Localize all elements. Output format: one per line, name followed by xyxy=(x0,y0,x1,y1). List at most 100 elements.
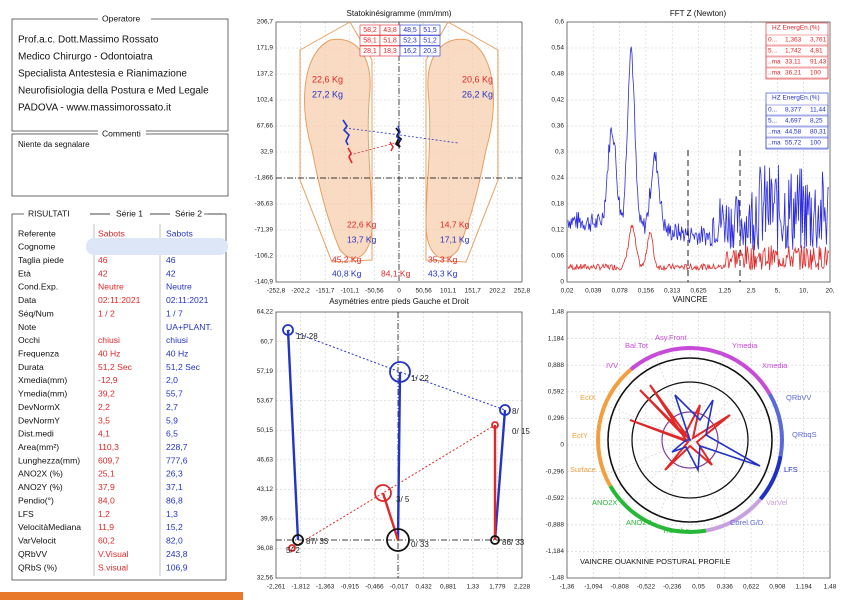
point-label: 0/ 15 xyxy=(512,427,530,436)
chart-title: Statokinésigramme (mm/mm) xyxy=(347,9,452,18)
row-label: Taglia piede xyxy=(18,255,64,265)
value-cell xyxy=(419,35,441,46)
row-label: LFS xyxy=(18,509,34,519)
legend-header: HZ EnergEn.(%) xyxy=(772,95,820,102)
row-value-1: 40 Hz xyxy=(98,349,120,359)
row-value-1: Sabots xyxy=(98,228,125,238)
operator-line: Specialista Antestesia e Rianimazione xyxy=(18,69,187,80)
weight-label: 84,1 Kg xyxy=(381,268,411,278)
results-legend-bg xyxy=(24,209,204,219)
x-tick-label: -252,8 xyxy=(267,288,286,295)
stem xyxy=(493,409,507,541)
profile-arc xyxy=(596,423,613,487)
y-tick-label: 39,6 xyxy=(260,516,273,523)
profile-arc xyxy=(705,497,763,533)
value-cell-text: 58,2 xyxy=(363,27,377,34)
legend-cell: 0... xyxy=(768,107,777,114)
axis-label: QRbqS xyxy=(792,430,817,439)
row-label: Cond.Exp. xyxy=(18,282,58,292)
row-value-2: 6,5 xyxy=(166,429,178,439)
row-value-2: 42 xyxy=(166,268,176,278)
weight-label: 22,6 Kg xyxy=(347,219,377,229)
axis-label: Xmedia xyxy=(762,361,788,370)
row-label: Durata xyxy=(18,362,44,372)
y-tick-label: 32,56 xyxy=(257,575,274,582)
axis-label: QRbVV xyxy=(786,393,811,402)
y-tick-label: 0,54 xyxy=(551,45,564,52)
row-label: Cognome xyxy=(18,242,55,252)
point-label: 87/ 33 xyxy=(306,537,329,546)
y-tick-label: 1,48 xyxy=(551,309,564,316)
y-tick-label: 0,888 xyxy=(548,362,565,369)
trace xyxy=(342,119,350,146)
legend-row xyxy=(765,56,829,68)
point xyxy=(288,544,296,552)
row-label: Xmedia(mm) xyxy=(18,375,67,385)
row-label: VarVelocit xyxy=(18,536,57,546)
legend-cell: 1,742 xyxy=(785,48,802,55)
profile-arc xyxy=(608,484,660,529)
comments-legend: Commenti xyxy=(102,128,141,138)
trace xyxy=(347,147,353,164)
row-label: VelocitàMediana xyxy=(18,522,81,532)
x-tick-label: -101,1 xyxy=(341,288,360,295)
row-value-1: chiusi xyxy=(98,335,120,345)
y-tick-label: 0 xyxy=(560,279,564,286)
x-tick-label: 2,228 xyxy=(514,584,531,591)
spoke xyxy=(689,356,725,441)
x-tick-label: -202,2 xyxy=(291,288,310,295)
legend-row xyxy=(765,34,829,46)
x-tick-label: 0,432 xyxy=(415,584,432,591)
row-label: Frequenza xyxy=(18,349,59,359)
trace xyxy=(394,127,403,148)
axis-label: IVV xyxy=(606,361,618,370)
weight-label: 27,2 Kg xyxy=(312,89,343,99)
stem xyxy=(396,371,402,541)
y-tick-label: 0,18 xyxy=(551,201,564,208)
redaction xyxy=(86,238,228,255)
x-tick-label: -2,261 xyxy=(267,584,286,591)
value-cell-text: 43,8 xyxy=(383,27,397,34)
legend-cell: ..ma xyxy=(768,140,781,147)
axis-label: Surface xyxy=(570,465,596,474)
point xyxy=(499,404,511,416)
row-value-2: 15,2 xyxy=(166,522,183,532)
legend-cell: ..ma xyxy=(768,59,781,66)
series-header: Série 1 xyxy=(116,208,143,218)
row-value-2: 2,0 xyxy=(166,375,178,385)
profile-arc xyxy=(767,393,784,457)
row-value-1: 42 xyxy=(98,268,108,278)
x-tick-label: 0,881 xyxy=(440,584,457,591)
weight-label: 13,7 Kg xyxy=(347,234,377,244)
trace xyxy=(389,141,394,152)
legend-row xyxy=(765,104,829,116)
x-tick-label: 0,313 xyxy=(664,288,681,295)
operator-line: Prof.a.c. Dott.Massimo Rossato xyxy=(18,35,159,46)
legend-cell: 1,363 xyxy=(785,37,802,44)
x-tick-label: 0,622 xyxy=(743,584,760,591)
x-tick-label: -0,522 xyxy=(637,584,656,591)
legend-row xyxy=(765,45,829,57)
x-tick-label: -0,915 xyxy=(341,584,360,591)
point xyxy=(374,484,392,502)
chart-title: FFT Z (Newton) xyxy=(670,9,727,18)
y-tick-label: -0,888 xyxy=(546,522,565,529)
point xyxy=(389,361,411,383)
row-value-1: 46 xyxy=(98,255,108,265)
x-axis-label: VAINCRE xyxy=(673,295,708,304)
legend-cell: 36,21 xyxy=(785,70,802,77)
row-value-1: 3,5 xyxy=(98,415,110,425)
row-value-2: 243,8 xyxy=(166,549,188,559)
row-value-1: V.Visual xyxy=(98,549,129,559)
spoke xyxy=(689,376,754,441)
row-value-2: chiusi xyxy=(166,335,188,345)
y-tick-label: -1,48 xyxy=(549,575,564,582)
x-tick-label: 1,48 xyxy=(824,584,837,591)
legend-cell: 100 xyxy=(810,70,821,77)
axis-label: Asy.Front xyxy=(655,333,687,342)
axis-label: LFS xyxy=(784,465,798,474)
row-value-1: 1,2 xyxy=(98,509,110,519)
spoke xyxy=(655,356,691,441)
point xyxy=(490,535,500,545)
value-cell-text: 51,2 xyxy=(423,37,437,44)
